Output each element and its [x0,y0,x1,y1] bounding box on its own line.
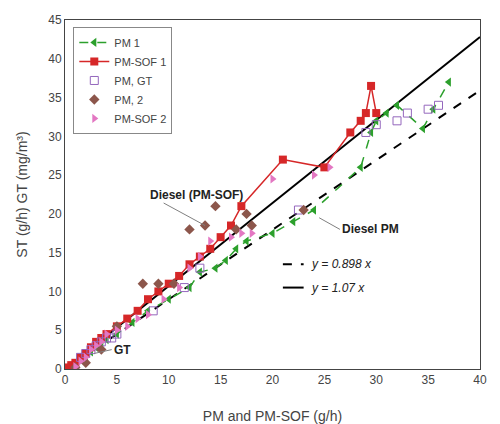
svg-text:10: 10 [48,285,62,299]
svg-text:30: 30 [370,373,384,387]
svg-text:Diesel PM: Diesel PM [342,222,399,236]
svg-text:20: 20 [266,373,280,387]
svg-text:10: 10 [162,373,176,387]
svg-text:25: 25 [318,373,332,387]
svg-text:40: 40 [473,373,487,387]
svg-text:0: 0 [55,362,62,376]
svg-text:PM and PM-SOF (g/h): PM and PM-SOF (g/h) [203,408,342,424]
svg-text:PM-SOF 1: PM-SOF 1 [114,56,166,68]
svg-text:y = 1.07 x: y = 1.07 x [311,281,365,295]
svg-text:ST (g/h) GT (mg/m³): ST (g/h) GT (mg/m³) [14,131,30,257]
svg-text:PM, GT: PM, GT [114,75,152,87]
svg-text:35: 35 [48,91,62,105]
svg-text:PM 1: PM 1 [114,37,140,49]
svg-text:Diesel (PM-SOF): Diesel (PM-SOF) [150,188,243,202]
svg-text:35: 35 [421,373,435,387]
svg-text:y = 0.898 x: y = 0.898 x [311,257,372,271]
svg-text:45: 45 [48,13,62,27]
svg-text:15: 15 [214,373,228,387]
svg-text:PM, 2: PM, 2 [114,94,143,106]
svg-text:20: 20 [48,207,62,221]
svg-text:0: 0 [62,373,69,387]
svg-text:5: 5 [55,323,62,337]
svg-text:5: 5 [114,373,121,387]
svg-text:15: 15 [48,246,62,260]
svg-text:PM-SOF 2: PM-SOF 2 [114,113,166,125]
svg-text:GT: GT [114,343,131,357]
svg-text:25: 25 [48,168,62,182]
svg-text:40: 40 [48,52,62,66]
svg-text:30: 30 [48,130,62,144]
